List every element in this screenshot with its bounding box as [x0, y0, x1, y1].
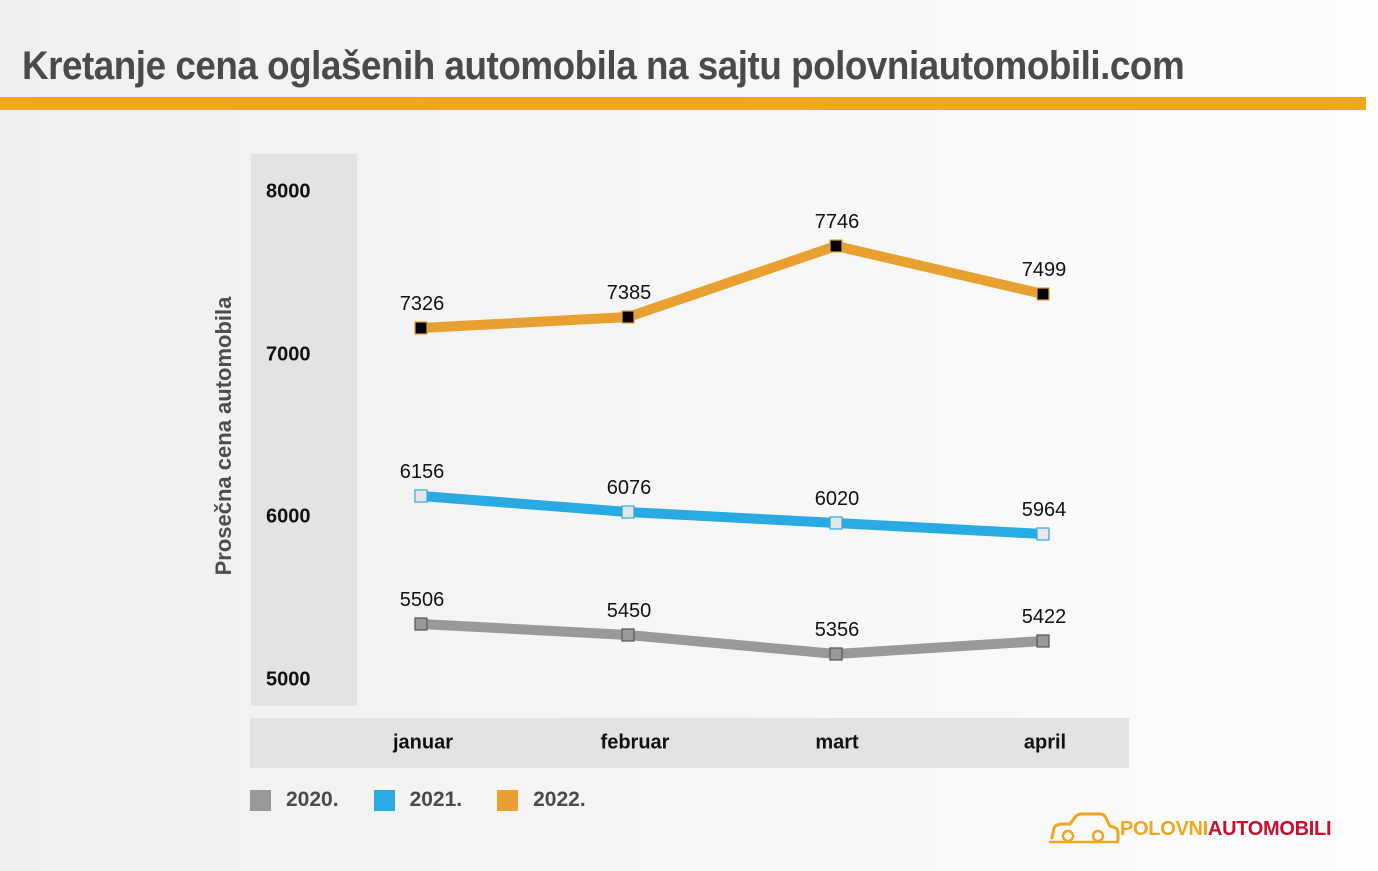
data-point-2020 [414, 617, 428, 631]
data-label-2021: 6020 [815, 488, 860, 510]
data-label-2022: 7746 [815, 211, 860, 233]
x-tick-label: februar [600, 731, 670, 754]
legend-swatch [497, 789, 519, 811]
legend-item-2020: 2020. [250, 788, 339, 812]
logo-text-automobili: AUTOMOBILI [1207, 817, 1332, 840]
data-label-2020: 5506 [400, 589, 445, 611]
data-point-2021 [414, 489, 428, 503]
legend-item-2021: 2021. [373, 788, 463, 812]
y-axis-band [251, 154, 357, 706]
logo-text: POLOVNIAUTOMOBILI [1120, 817, 1332, 841]
logo-text-polovni: POLOVNI [1120, 817, 1208, 840]
brand-logo: POLOVNIAUTOMOBILI [1048, 812, 1332, 846]
data-label-2020: 5422 [1022, 606, 1067, 628]
data-label-2020: 5356 [815, 619, 860, 641]
data-point-2020 [829, 647, 843, 661]
legend-item-2022: 2022. [497, 788, 586, 812]
data-label-2021: 5964 [1022, 499, 1067, 521]
y-tick-label: 7000 [266, 343, 311, 366]
data-point-2020 [1036, 634, 1050, 648]
y-tick-label: 5000 [266, 668, 311, 691]
data-label-2021: 6076 [607, 477, 652, 499]
data-point-2022 [414, 321, 428, 335]
data-label-2022: 7499 [1022, 259, 1067, 281]
car-outline-icon [1048, 812, 1120, 844]
data-point-2022 [829, 239, 843, 253]
data-label-2022: 7385 [607, 282, 652, 304]
legend-swatch [373, 789, 395, 811]
data-point-2021 [1036, 527, 1050, 541]
legend: 2020. 2021. 2022. [250, 788, 621, 812]
title-underline [0, 97, 1366, 110]
legend-swatch [250, 789, 271, 811]
x-tick-label: april [1023, 731, 1067, 754]
data-label-2020: 5450 [607, 600, 652, 622]
series-line-2020 [420, 619, 1044, 660]
x-tick-label: januar [392, 731, 454, 754]
x-tick-label: mart [815, 731, 859, 754]
data-point-2021 [621, 505, 635, 519]
y-tick-label: 6000 [266, 505, 311, 528]
legend-label: 2021. [409, 788, 463, 811]
data-point-2022 [1036, 287, 1050, 301]
legend-label: 2022. [533, 788, 586, 811]
series-line-2021 [420, 491, 1044, 539]
y-tick-label: 8000 [266, 180, 311, 203]
series-line-2022 [420, 240, 1045, 333]
data-point-2021 [829, 516, 843, 530]
chart-title: Kretanje cena oglašenih automobila na sa… [22, 44, 1185, 88]
data-point-2020 [621, 628, 635, 642]
data-label-2021: 6156 [400, 461, 445, 483]
legend-label: 2020. [286, 788, 339, 811]
data-point-2022 [621, 310, 635, 324]
x-axis-band [250, 718, 1129, 768]
data-label-2022: 7326 [400, 293, 445, 315]
